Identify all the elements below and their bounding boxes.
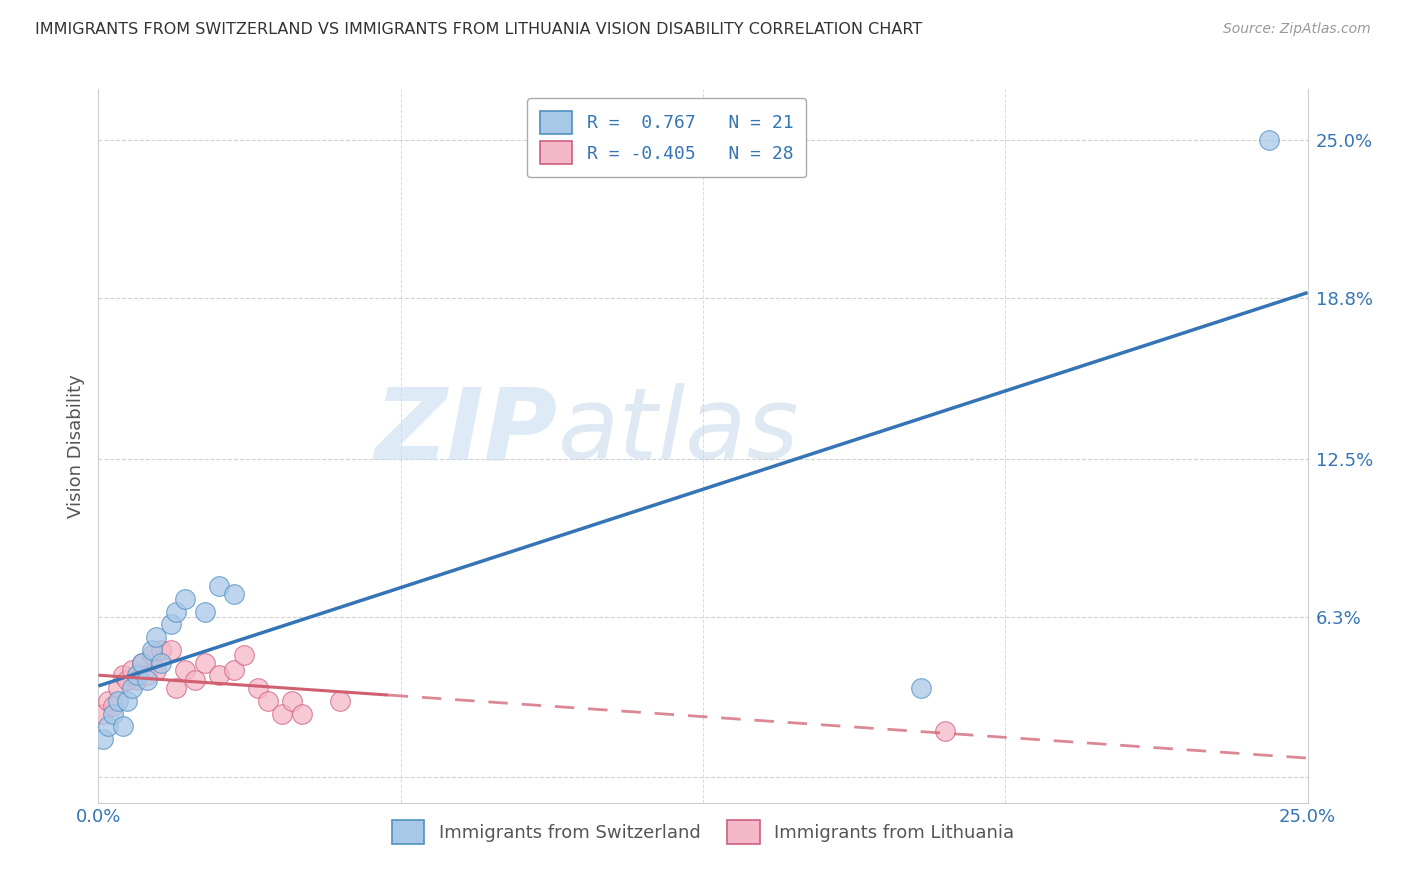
Point: [91, 706, 114, 721]
Point: [256, 694, 278, 708]
Point: [232, 648, 254, 662]
Point: [174, 663, 197, 677]
Point: [271, 706, 294, 721]
Point: [135, 668, 157, 682]
Point: [165, 681, 187, 695]
Text: IMMIGRANTS FROM SWITZERLAND VS IMMIGRANTS FROM LITHUANIA VISION DISABILITY CORRE: IMMIGRANTS FROM SWITZERLAND VS IMMIGRANT…: [35, 22, 922, 37]
Point: [145, 663, 167, 677]
Legend: Immigrants from Switzerland, Immigrants from Lithuania: Immigrants from Switzerland, Immigrants …: [384, 814, 1022, 851]
Point: [101, 706, 124, 721]
Point: [194, 656, 217, 670]
Point: [194, 605, 217, 619]
Point: [281, 694, 304, 708]
Point: [934, 724, 956, 739]
Y-axis label: Vision Disability: Vision Disability: [66, 374, 84, 518]
Point: [111, 719, 134, 733]
Point: [174, 591, 197, 606]
Point: [97, 694, 120, 708]
Point: [135, 673, 157, 688]
Point: [91, 732, 114, 747]
Point: [160, 643, 183, 657]
Point: [160, 617, 183, 632]
Point: [101, 698, 124, 713]
Point: [117, 673, 139, 688]
Point: [127, 668, 149, 682]
Point: [107, 694, 129, 708]
Point: [290, 706, 312, 721]
Point: [150, 643, 173, 657]
Point: [1257, 133, 1279, 147]
Point: [150, 656, 173, 670]
Point: [165, 605, 187, 619]
Point: [910, 681, 932, 695]
Point: [131, 656, 153, 670]
Point: [329, 694, 352, 708]
Point: [97, 719, 120, 733]
Point: [141, 648, 163, 662]
Point: [208, 668, 231, 682]
Point: [121, 681, 143, 695]
Text: atlas: atlas: [558, 384, 800, 480]
Point: [121, 663, 143, 677]
Point: [131, 656, 153, 670]
Point: [111, 668, 134, 682]
Point: [184, 673, 207, 688]
Point: [141, 643, 163, 657]
Text: Source: ZipAtlas.com: Source: ZipAtlas.com: [1223, 22, 1371, 37]
Point: [107, 681, 129, 695]
Point: [222, 587, 245, 601]
Point: [127, 673, 149, 688]
Point: [117, 694, 139, 708]
Point: [208, 579, 231, 593]
Point: [247, 681, 270, 695]
Point: [222, 663, 245, 677]
Point: [145, 630, 167, 644]
Text: ZIP: ZIP: [375, 384, 558, 480]
